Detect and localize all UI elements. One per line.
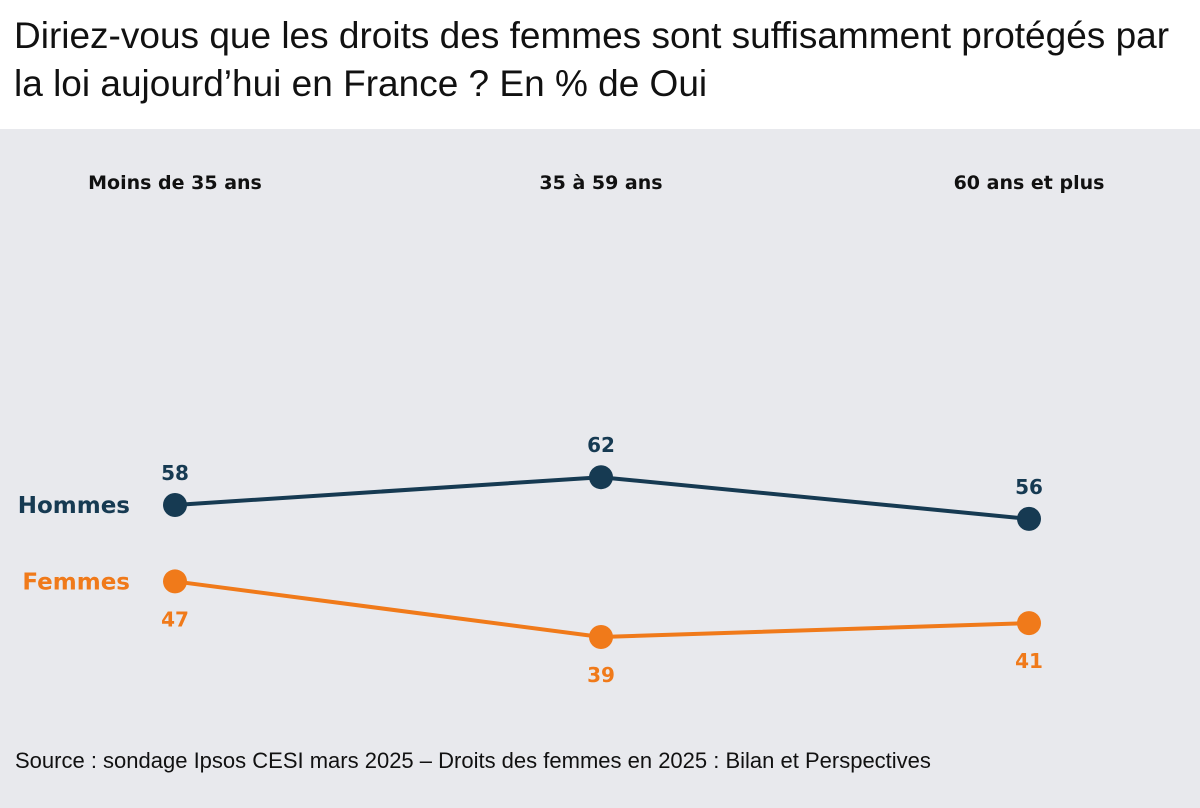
data-label: 41	[1015, 649, 1043, 673]
data-label: 58	[161, 461, 189, 485]
category-label: 35 à 59 ans	[539, 172, 662, 194]
data-label: 47	[161, 607, 189, 631]
data-point	[589, 625, 613, 649]
source-note: Source : sondage Ipsos CESI mars 2025 – …	[15, 748, 931, 773]
data-label: 39	[587, 663, 615, 687]
data-point	[163, 569, 187, 594]
chart-title: Diriez-vous que les droits des femmes so…	[14, 15, 1170, 104]
data-label: 56	[1015, 475, 1043, 499]
series-label-hommes: Hommes	[18, 493, 130, 519]
data-label: 62	[587, 433, 615, 457]
line-chart: Moins de 35 ans 35 à 59 ans 60 ans et plus…	[18, 172, 1105, 687]
data-point	[589, 465, 613, 490]
series-label-femmes: Femmes	[22, 569, 130, 595]
data-point	[1017, 506, 1041, 531]
chart-panel: Moins de 35 ans 35 à 59 ans 60 ans et plus…	[0, 129, 1200, 808]
category-label: Moins de 35 ans	[88, 172, 262, 194]
data-point	[163, 493, 187, 517]
category-label: 60 ans et plus	[954, 172, 1105, 194]
data-point	[1017, 611, 1041, 636]
